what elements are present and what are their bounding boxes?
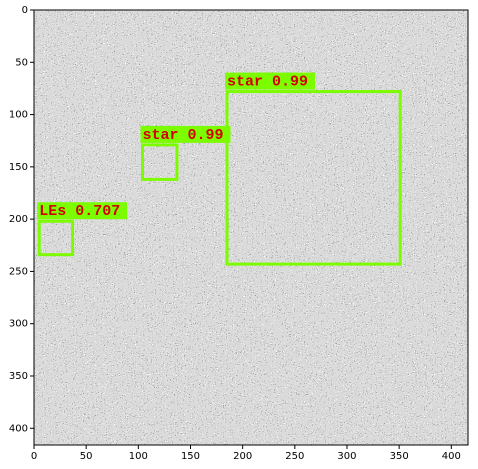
y-tick-label: 100	[9, 110, 28, 121]
y-tick-label: 200	[9, 214, 28, 225]
y-tick-label: 350	[9, 371, 28, 382]
detection-box	[225, 90, 402, 266]
y-tick-label: 300	[9, 319, 28, 330]
x-tick-label: 100	[129, 451, 148, 462]
x-tick-label: 250	[285, 451, 304, 462]
y-tick-label: 0	[22, 5, 28, 16]
x-tick-label: 400	[442, 451, 461, 462]
x-tick-label: 50	[80, 451, 93, 462]
x-tick-label: 0	[31, 451, 37, 462]
x-tick-label: 200	[233, 451, 252, 462]
y-tick-label: 400	[9, 423, 28, 434]
y-tick-label: 150	[9, 162, 28, 173]
x-tick-label: 300	[337, 451, 356, 462]
x-tick-label: 350	[390, 451, 409, 462]
y-tick-label: 50	[15, 57, 28, 68]
x-tick-label: 150	[181, 451, 200, 462]
axes-frame	[33, 9, 469, 446]
label-background	[37, 202, 128, 220]
detection-box	[141, 143, 179, 181]
detection-label: star 0.99	[227, 74, 308, 91]
y-tick-label: 250	[9, 266, 28, 277]
detection-label: LEs 0.707	[39, 203, 120, 220]
detection-box	[37, 219, 75, 257]
label-background	[140, 125, 231, 143]
detection-label: star 0.99	[143, 127, 224, 144]
label-background	[225, 72, 316, 90]
